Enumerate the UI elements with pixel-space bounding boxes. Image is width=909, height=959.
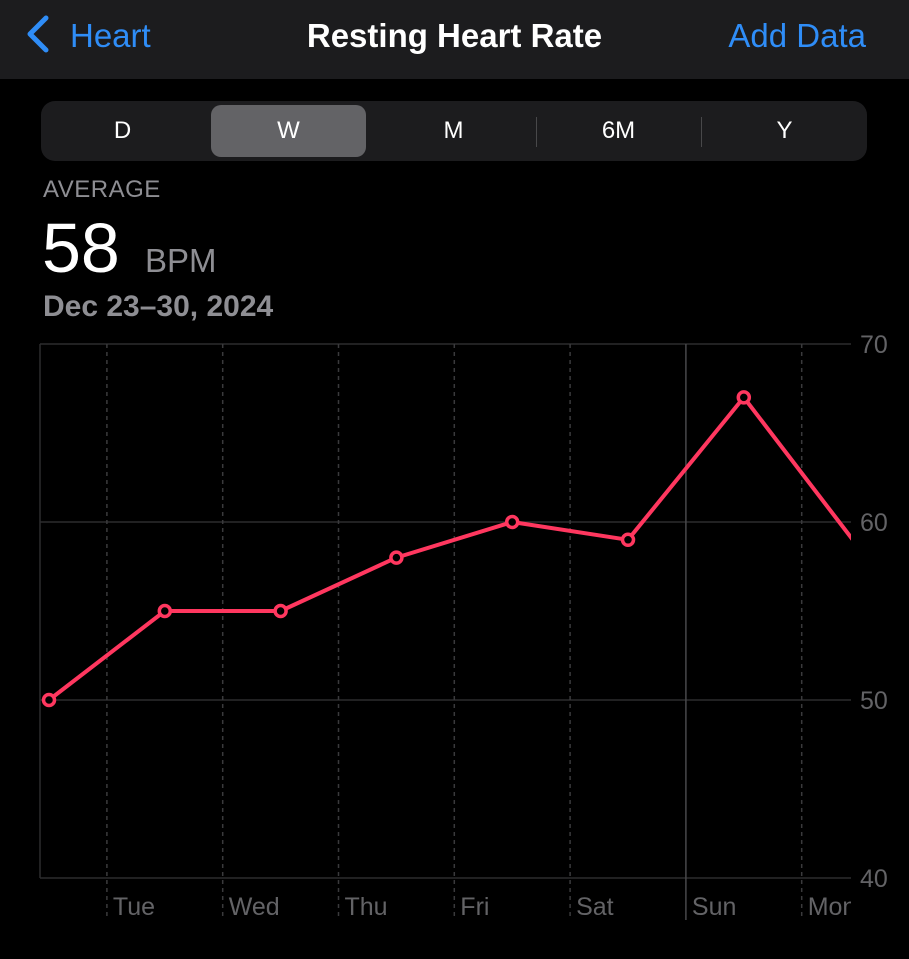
segment-divider [701, 117, 702, 147]
data-point [157, 603, 173, 619]
navigation-bar: Heart Resting Heart Rate Add Data [0, 0, 909, 79]
x-tick-label: Mon [808, 893, 857, 921]
data-point [41, 692, 57, 708]
time-range-control: D W M 6M Y [41, 101, 867, 161]
segment-day[interactable]: D [113, 117, 132, 144]
x-tick-label: n [0, 893, 11, 921]
segment-week[interactable]: W [211, 105, 366, 157]
back-label: Heart [70, 17, 151, 54]
chevron-left-icon [24, 14, 52, 59]
average-label: AVERAGE [43, 176, 161, 203]
y-axis: 40 50 60 70 [860, 331, 888, 893]
date-range: Dec 23–30, 2024 [43, 290, 274, 323]
segment-year[interactable]: Y [776, 117, 793, 144]
x-tick-label: Fri [460, 893, 489, 921]
data-point [389, 550, 404, 565]
y-tick-label: 50 [860, 687, 888, 715]
y-tick-label: 70 [860, 331, 888, 359]
average-value: 58 [42, 209, 120, 287]
chart-grid [39, 343, 851, 920]
back-button[interactable]: Heart [24, 14, 151, 58]
segment-divider [536, 117, 537, 147]
heart-rate-chart[interactable]: 40 50 60 70 n Tue Wed Thu Fri Sat Sun Mon [0, 330, 909, 930]
series-layer [41, 390, 851, 708]
average-unit: BPM [145, 242, 217, 279]
segment-6-months[interactable]: 6M [601, 117, 636, 144]
x-tick-label: Wed [229, 893, 280, 921]
y-tick-label: 40 [860, 865, 888, 893]
x-tick-label: Thu [345, 893, 388, 921]
data-point [620, 532, 636, 548]
segment-month[interactable]: M [443, 117, 464, 144]
x-tick-label: Tue [113, 893, 155, 921]
x-tick-label: Sun [692, 893, 736, 921]
data-point [504, 514, 520, 530]
x-axis: n Tue Wed Thu Fri Sat Sun Mon [0, 893, 857, 921]
x-tick-label: Sat [576, 893, 614, 921]
data-point [736, 390, 752, 405]
data-point [273, 603, 288, 619]
y-tick-label: 60 [860, 509, 888, 537]
series-line [47, 395, 851, 702]
add-data-button[interactable]: Add Data [728, 17, 866, 54]
